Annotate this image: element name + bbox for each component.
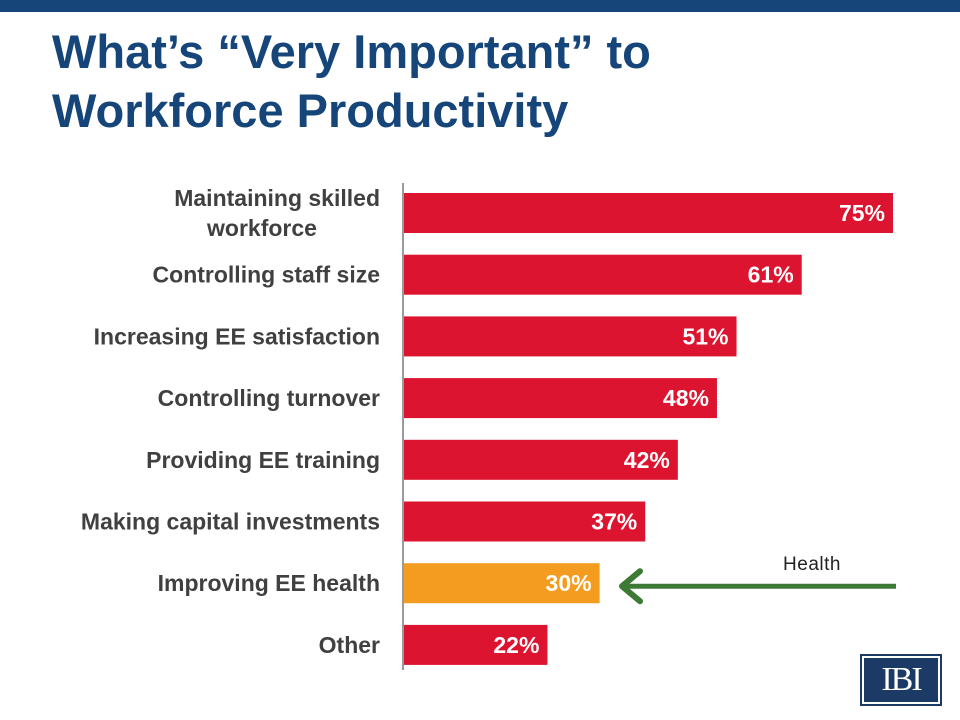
category-label-3: Controlling turnover	[158, 385, 380, 411]
value-label-2: 51%	[682, 323, 728, 349]
logo-text: IBI	[881, 661, 922, 698]
bar-1	[404, 254, 802, 295]
value-label-3: 48%	[663, 385, 709, 411]
value-label-6: 30%	[546, 570, 592, 596]
value-label-0: 75%	[839, 200, 885, 226]
category-label-5: Making capital investments	[81, 509, 380, 535]
health-callout-label: Health	[783, 554, 841, 575]
bar-7	[404, 624, 548, 665]
bar-4	[404, 439, 678, 480]
category-label-1: Controlling staff size	[153, 262, 380, 288]
category-label-2: Increasing EE satisfaction	[94, 323, 380, 349]
category-label-7: Other	[319, 632, 380, 658]
category-label-0-line-0: Maintaining skilled	[174, 185, 380, 211]
ibi-logo: IBI	[860, 654, 942, 706]
category-label-0-line-1: workforce	[206, 215, 317, 241]
value-label-1: 61%	[748, 262, 794, 288]
bar-2	[404, 316, 737, 357]
top-bar	[0, 0, 960, 12]
bar-6	[404, 563, 600, 604]
title-line-1: What’s “Very Important” to	[52, 25, 651, 78]
bar-0	[404, 193, 893, 233]
bar-5	[404, 501, 646, 542]
value-label-4: 42%	[624, 447, 670, 473]
bar-3	[404, 378, 717, 419]
title-line-2: Workforce Productivity	[52, 84, 569, 137]
value-label-7: 22%	[493, 632, 539, 658]
page-title: What’s “Very Important” to Workforce Pro…	[52, 22, 912, 140]
category-label-4: Providing EE training	[146, 447, 380, 473]
left-arrow-icon	[619, 568, 896, 605]
value-label-5: 37%	[591, 509, 637, 535]
category-label-6: Improving EE health	[158, 570, 380, 596]
